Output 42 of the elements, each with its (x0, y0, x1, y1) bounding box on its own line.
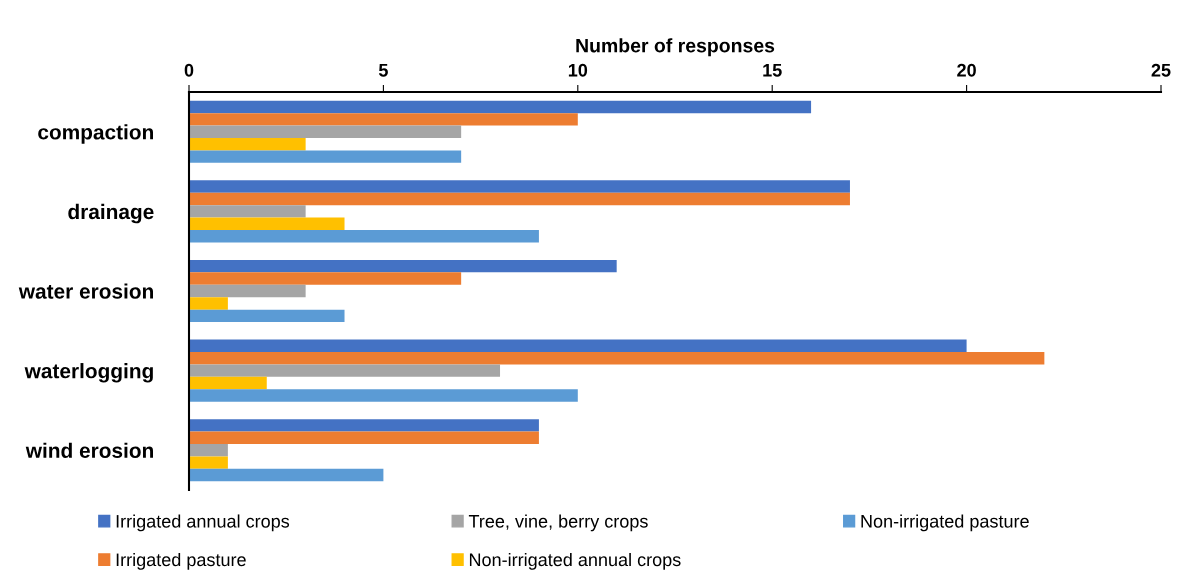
x-tick-label: 15 (763, 64, 782, 77)
bar (189, 351, 1045, 365)
bar (189, 230, 539, 243)
bar (189, 389, 578, 402)
legend-label: Tree, vine, berry crops (468, 514, 648, 532)
bar (189, 100, 812, 114)
y-tick-label: water erosion (18, 283, 153, 299)
legend-label: Non-irrigated annual crops (469, 552, 681, 570)
y-tick-label: compaction (38, 124, 153, 144)
bar (189, 180, 850, 193)
bar (189, 309, 345, 323)
x-tick-label: 20 (957, 63, 976, 77)
bar (189, 364, 501, 377)
bar (189, 284, 306, 298)
legend-label: Irrigated pasture (116, 552, 246, 570)
legend-label: Irrigated annual crops (116, 514, 290, 532)
bar (189, 272, 462, 285)
bar (189, 138, 306, 151)
y-tick-label: drainage (68, 203, 154, 224)
y-tick-label: wind erosion (25, 442, 153, 458)
bar (189, 217, 345, 231)
bar (189, 339, 967, 352)
bar (189, 150, 462, 163)
bar (189, 376, 267, 390)
bar (189, 113, 578, 126)
x-tick-label: 10 (568, 63, 588, 77)
bar (189, 205, 306, 218)
bar (189, 443, 228, 457)
bar (189, 259, 617, 273)
x-axis-title: Number of responses (576, 38, 775, 57)
x-tick-label: 0 (184, 63, 194, 77)
bar (189, 297, 228, 310)
y-tick-label: waterlogging (24, 363, 153, 383)
bar (189, 456, 228, 469)
x-tick-label: 5 (378, 64, 388, 77)
bar (189, 468, 384, 482)
x-tick-label: 25 (1151, 63, 1171, 77)
bar (189, 419, 539, 432)
bar (189, 125, 462, 139)
bar (189, 192, 850, 206)
bar (189, 431, 539, 444)
legend-label: Non-irrigated pasture (861, 514, 1029, 532)
